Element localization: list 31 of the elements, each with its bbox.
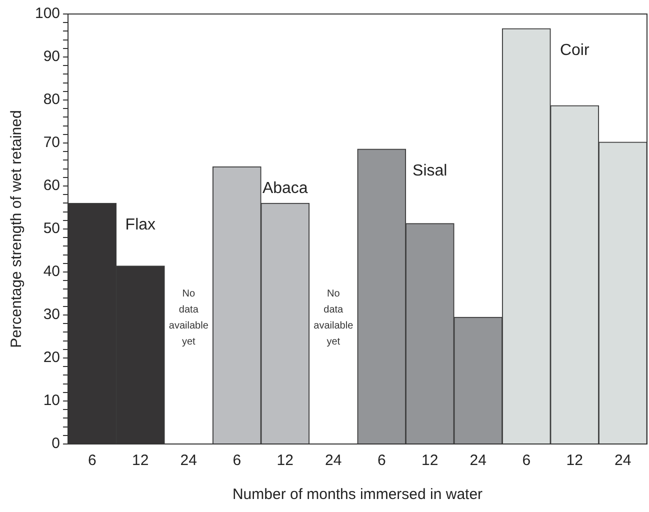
series-label: Sisal bbox=[412, 162, 448, 180]
x-tick-label: 12 bbox=[566, 452, 583, 470]
x-tick-label: 6 bbox=[522, 452, 531, 470]
x-tick-label: 24 bbox=[614, 452, 632, 470]
x-tick-label: 6 bbox=[232, 452, 242, 470]
series-label: Coir bbox=[560, 42, 590, 60]
y-tick-label: 60 bbox=[43, 177, 60, 194]
y-tick-label: 50 bbox=[43, 220, 60, 238]
x-tick-label: 12 bbox=[132, 452, 149, 470]
y-tick-label: 90 bbox=[43, 48, 60, 66]
y-tick-label: 70 bbox=[43, 134, 60, 152]
y-tick-label: 0 bbox=[52, 435, 60, 452]
y-tick-label: 30 bbox=[43, 306, 60, 324]
x-tick-label: 24 bbox=[325, 452, 342, 470]
y-tick-label: 20 bbox=[43, 349, 60, 366]
y-tick-label: 100 bbox=[34, 5, 60, 22]
annotation: No data available yet bbox=[168, 288, 209, 348]
x-tick-label: 24 bbox=[470, 452, 486, 470]
x-tick-label: 6 bbox=[88, 452, 96, 470]
x-tick-label: 12 bbox=[276, 452, 294, 470]
annotation: No data available yet bbox=[314, 288, 354, 348]
x-tick-label: 24 bbox=[180, 452, 197, 470]
series-label: Abaca bbox=[262, 180, 308, 198]
x-tick-label: 6 bbox=[377, 452, 386, 470]
y-tick-label: 80 bbox=[43, 91, 60, 108]
x-axis-title: Number of months immersed in water bbox=[232, 486, 483, 504]
y-tick-label: 10 bbox=[43, 392, 60, 410]
y-axis-title: Percentage strength of wet retained bbox=[8, 110, 26, 348]
series-label: Flax bbox=[125, 216, 156, 234]
x-tick-label: 12 bbox=[422, 452, 438, 470]
y-tick-label: 40 bbox=[43, 263, 60, 280]
